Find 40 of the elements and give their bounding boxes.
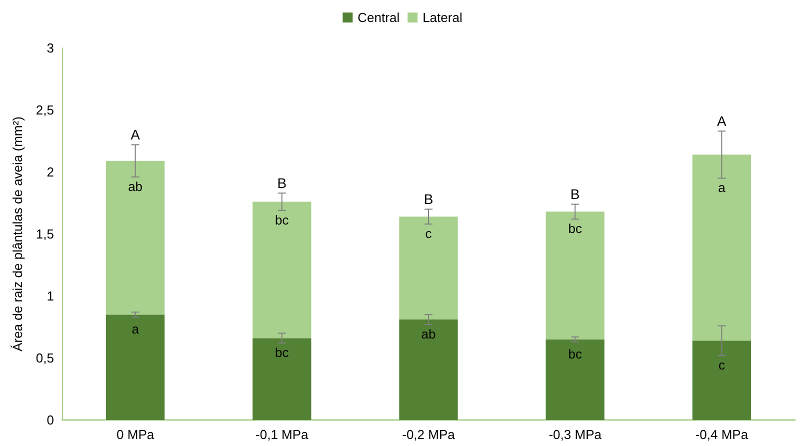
data-label: a xyxy=(132,322,140,337)
bar xyxy=(106,160,165,315)
annotation: B xyxy=(277,175,287,192)
annotation: B xyxy=(424,191,434,208)
data-label: bc xyxy=(275,345,290,360)
x-tick-label: -0,3 MPa xyxy=(548,427,602,442)
annotation: A xyxy=(130,126,141,143)
annotation: A xyxy=(717,113,728,130)
x-tick-label: 0 MPa xyxy=(116,427,155,442)
y-tick-label: 1 xyxy=(46,288,54,304)
x-tick-label: -0,1 MPa xyxy=(256,427,310,442)
y-tick-label: 3 xyxy=(46,40,54,56)
x-tick-label: -0,4 MPa xyxy=(695,427,749,442)
y-tick-label: 0,5 xyxy=(36,350,54,366)
bar xyxy=(546,212,604,340)
data-label: bc xyxy=(568,346,582,362)
data-label: bc xyxy=(275,212,290,228)
bar xyxy=(692,340,752,420)
bar xyxy=(546,339,604,420)
legend-label: Lateral xyxy=(422,10,462,25)
y-tick-label: 0 xyxy=(46,412,54,428)
data-label: c xyxy=(425,226,432,242)
bar xyxy=(252,202,312,338)
bar xyxy=(692,154,752,341)
bar xyxy=(106,314,165,420)
x-tick-label: -0,2 MPa xyxy=(402,427,456,442)
annotation: B xyxy=(570,186,580,202)
bar xyxy=(252,338,312,420)
bar xyxy=(399,320,458,420)
y-tick-label: 2 xyxy=(46,164,54,180)
data-label: ab xyxy=(421,326,436,342)
y-tick-label: 2,5 xyxy=(36,102,54,118)
y-tick-label: 1,5 xyxy=(36,226,54,242)
bar xyxy=(399,216,458,320)
data-label: a xyxy=(718,180,726,196)
data-label: ab xyxy=(128,178,143,194)
y-axis-title: Área de raiz de plântulas de aveia (mm²) xyxy=(10,116,25,352)
data-label: bc xyxy=(568,221,582,236)
legend-label: Central xyxy=(358,10,400,25)
data-label: c xyxy=(718,358,726,373)
